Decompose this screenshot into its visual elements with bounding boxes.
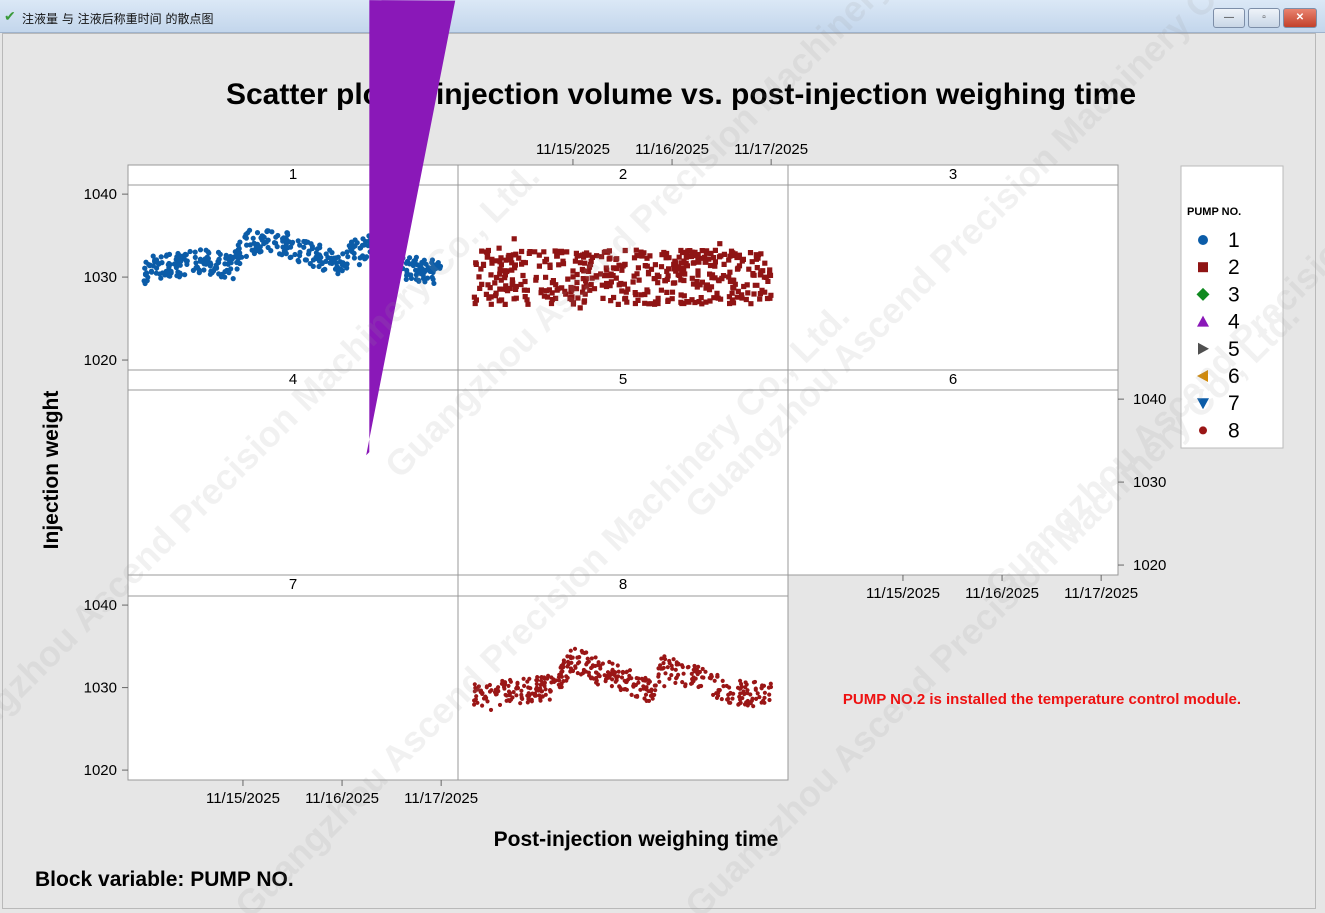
y-tick-label: 1020 [84, 352, 117, 369]
x-tick-label: 11/16/2025 [305, 790, 379, 807]
minimize-button[interactable]: — [1213, 8, 1245, 28]
scatter-points-pump-2 [471, 236, 774, 311]
panel-label: 5 [619, 371, 627, 388]
x-tick-label: 11/15/2025 [206, 790, 280, 807]
scatter-points-pump-4 [366, 0, 456, 456]
panel-2: 2 [457, 164, 789, 371]
x-axis-label: Post-injection weighing time [494, 828, 779, 851]
window-title: 注液量 与 注液后称重时间 的散点图 [22, 12, 214, 26]
legend-label-7: 7 [1228, 392, 1240, 415]
legend-marker-3 [1196, 287, 1210, 301]
panel-label: 1 [289, 166, 297, 183]
y-tick-label: 1040 [84, 597, 117, 614]
panel-4: 4 [127, 0, 459, 576]
scatter-points-pump-1 [141, 227, 444, 287]
legend-label-3: 3 [1228, 283, 1240, 306]
panel-plot-area [787, 389, 1119, 576]
panel-label: 8 [619, 576, 627, 593]
panel-label: 3 [949, 166, 957, 183]
y-tick-label: 1030 [84, 269, 117, 286]
legend-box [1180, 165, 1284, 449]
legend-marker-4 [1197, 315, 1209, 327]
legend-marker-5 [1198, 342, 1209, 355]
annotation-note: PUMP NO.2 is installed the temperature c… [843, 691, 1241, 708]
legend-label-8: 8 [1228, 419, 1240, 442]
y-tick-label: 1040 [84, 186, 117, 203]
panel-plot-area [787, 184, 1119, 371]
legend-marker-6 [1197, 370, 1208, 382]
y-tick-label: 1040 [1133, 391, 1166, 408]
y-tick-label: 1020 [1133, 557, 1166, 574]
x-tick-label: 11/17/2025 [1064, 585, 1138, 602]
y-tick-label: 1020 [84, 762, 117, 779]
legend-marker-1 [1198, 235, 1208, 245]
panel-label: 4 [289, 371, 297, 388]
x-tick-label: 11/17/2025 [404, 790, 478, 807]
legend-label-4: 4 [1228, 311, 1240, 334]
chart-title: Scatter plot of injection volume vs. pos… [226, 78, 1136, 111]
legend: PUMP NO. 1 2 3 4 5 6 7 8 [1180, 165, 1284, 449]
panel-6: 6 [787, 0, 1119, 576]
panel-3: 3 [787, 0, 1119, 371]
panel-plot-area [457, 389, 789, 576]
panel-label: 7 [289, 576, 297, 593]
panel-label: 6 [949, 371, 957, 388]
panel-7: 7 [127, 574, 459, 781]
legend-label-5: 5 [1228, 338, 1240, 361]
block-variable-label: Block variable: PUMP NO. [35, 868, 294, 891]
window-titlebar: ✔ 注液量 与 注液后称重时间 的散点图 — ▫ ✕ [0, 0, 1325, 33]
x-tick-label: 11/16/2025 [635, 141, 709, 158]
app-check-icon: ✔ [4, 8, 16, 24]
panel-label: 2 [619, 166, 627, 183]
x-tick-label: 11/16/2025 [965, 585, 1039, 602]
legend-label-6: 6 [1228, 365, 1240, 388]
legend-marker-2 [1198, 262, 1208, 273]
y-tick-label: 1030 [1133, 474, 1166, 491]
close-button[interactable]: ✕ [1283, 8, 1317, 28]
legend-label-1: 1 [1228, 229, 1240, 252]
maximize-button[interactable]: ▫ [1248, 8, 1280, 28]
x-tick-label: 11/15/2025 [866, 585, 940, 602]
panel-plot-area [127, 595, 459, 781]
legend-marker-7 [1197, 398, 1209, 410]
x-tick-label: 11/15/2025 [536, 141, 610, 158]
panel-plot-area [127, 389, 459, 576]
legend-title: PUMP NO. [1187, 206, 1241, 218]
x-tick-label: 11/17/2025 [734, 141, 808, 158]
legend-label-2: 2 [1228, 256, 1240, 279]
scatter-points-pump-8 [472, 646, 774, 712]
panel-8: 8 [457, 574, 789, 781]
y-axis-label: Injection weight [40, 391, 63, 550]
legend-marker-8 [1199, 426, 1207, 435]
y-tick-label: 1030 [84, 680, 117, 697]
